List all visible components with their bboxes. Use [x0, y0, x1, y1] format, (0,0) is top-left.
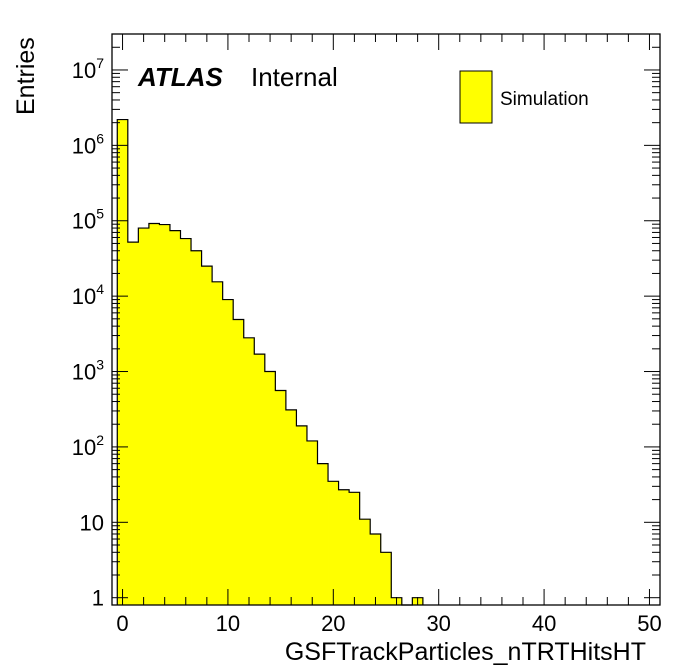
histogram-bar: [275, 390, 287, 605]
histogram-outline: [116, 118, 424, 606]
histogram-bar: [159, 224, 171, 605]
histogram-bar: [317, 463, 329, 605]
histogram-bar: [264, 371, 276, 605]
histogram-bar: [212, 281, 224, 605]
legend: Simulation: [459, 70, 589, 124]
y-axis-title: Entries: [12, 37, 40, 115]
y-tick-label: 102: [72, 432, 104, 460]
histogram-bar: [370, 533, 382, 605]
y-tick-label: 106: [72, 130, 104, 158]
x-tick-label: 50: [637, 611, 661, 636]
legend-label-simulation: Simulation: [500, 89, 589, 110]
histogram-bars: [117, 119, 424, 606]
axis-tick-labels: 0 10 20 30 40 50 1 10 102 103 104 105 106 107: [72, 55, 662, 636]
histogram-bar: [243, 337, 255, 605]
histogram-bar: [117, 119, 129, 605]
histogram-bar: [296, 425, 308, 605]
histogram-bar: [349, 492, 361, 605]
histogram-bar: [338, 489, 350, 605]
y-tick-label: 104: [72, 281, 104, 309]
plot-frame: [111, 33, 661, 606]
y-tick-label: 107: [72, 55, 104, 83]
x-tick-label: 30: [426, 611, 450, 636]
x-tick-label: 40: [532, 611, 556, 636]
x-tick-label: 20: [321, 611, 345, 636]
histogram-bar: [169, 230, 181, 606]
atlas-label: ATLAS: [137, 62, 223, 92]
x-tick-label: 0: [116, 611, 128, 636]
histogram-bar: [285, 409, 297, 605]
x-axis-title: GSFTrackParticles_nTRTHitsHT: [285, 638, 646, 666]
histogram-bar: [359, 519, 371, 605]
histogram-bar: [138, 228, 150, 605]
y-tick-label: 10: [80, 510, 104, 535]
legend-swatch-simulation: [459, 70, 493, 124]
histogram-bar: [306, 440, 318, 605]
histogram-bar: [127, 242, 139, 605]
x-tick-label: 10: [216, 611, 240, 636]
histogram-bar: [328, 481, 339, 605]
histogram-bar: [254, 354, 266, 605]
y-tick-label: 103: [72, 357, 104, 385]
histogram-bar: [380, 552, 392, 605]
y-tick-label: 1: [92, 586, 104, 611]
histogram-bar: [233, 319, 245, 605]
histogram-bar: [180, 238, 192, 605]
histogram-bar: [148, 223, 160, 605]
status-label: Internal: [251, 62, 338, 92]
axis-ticks: [112, 33, 660, 605]
y-tick-label: 105: [72, 206, 104, 234]
histogram-bar: [191, 250, 202, 605]
histogram-bar: [201, 266, 213, 605]
histogram-bar: [222, 299, 234, 605]
